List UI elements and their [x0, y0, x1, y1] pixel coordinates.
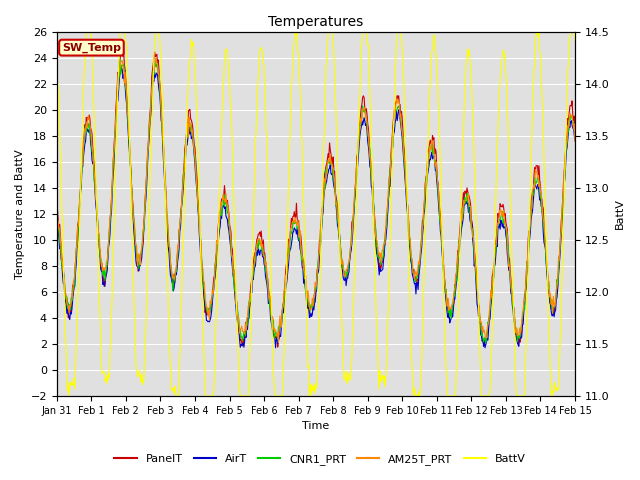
Text: SW_Temp: SW_Temp	[62, 43, 121, 53]
Title: Temperatures: Temperatures	[268, 15, 364, 29]
Y-axis label: Temperature and BattV: Temperature and BattV	[15, 149, 25, 279]
Y-axis label: BattV: BattV	[615, 198, 625, 229]
Legend: PanelT, AirT, CNR1_PRT, AM25T_PRT, BattV: PanelT, AirT, CNR1_PRT, AM25T_PRT, BattV	[110, 450, 530, 469]
X-axis label: Time: Time	[302, 421, 330, 432]
